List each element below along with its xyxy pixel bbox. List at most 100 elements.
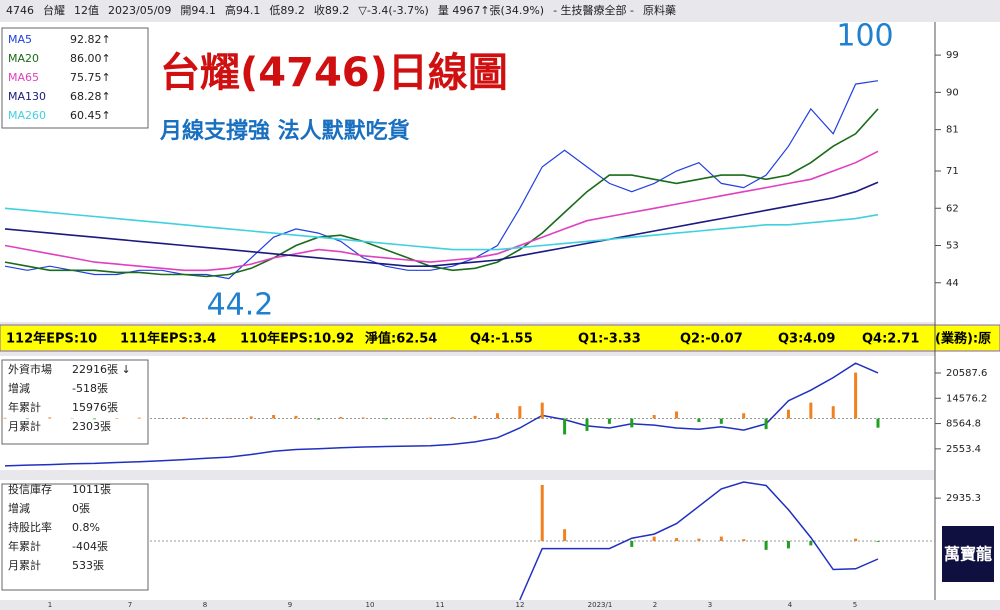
bar	[719, 536, 723, 541]
bar	[272, 415, 276, 419]
eps-bar	[0, 324, 1000, 352]
legend-name: MA65	[8, 71, 39, 84]
x-tick-label: 10	[366, 601, 375, 609]
x-tick-label: 9	[288, 601, 292, 609]
bar	[697, 538, 701, 541]
legend-name: 增減	[8, 501, 30, 515]
logo: 萬寶龍	[944, 545, 992, 564]
legend-value: 22916張 ↓	[72, 363, 131, 376]
series-line	[4, 108, 879, 278]
eps-item: Q2:-0.07	[680, 332, 743, 347]
bar	[540, 402, 544, 419]
bar	[3, 417, 7, 419]
legend-value: 1011張	[72, 483, 111, 496]
chart-subtitle: 月線支撐強 法人默默吃貨	[159, 118, 410, 144]
bar	[876, 541, 880, 542]
bar	[585, 418, 589, 431]
bar	[607, 418, 611, 424]
bar	[719, 418, 723, 424]
bar	[182, 417, 186, 419]
header-item: 低89.2	[269, 4, 305, 17]
eps-item: (業務):原	[935, 331, 991, 347]
bar	[93, 418, 97, 420]
header-item: ▽-3.4(-3.7%)	[358, 4, 428, 17]
eps-item: Q1:-3.33	[578, 332, 641, 347]
x-tick-label: 4	[788, 601, 793, 609]
x-tick-label: 5	[853, 601, 857, 609]
legend-name: 持股比率	[8, 520, 52, 534]
legend-name: 月累計	[8, 558, 41, 572]
legend-value: -404張	[72, 540, 108, 553]
bar	[227, 418, 231, 419]
series-line	[4, 207, 879, 251]
x-tick-label: 7	[128, 601, 132, 609]
bar	[204, 417, 208, 419]
trust-legend-box	[1, 483, 149, 591]
bar	[630, 418, 634, 428]
x-tick-label: 11	[436, 601, 445, 609]
bar	[249, 416, 253, 419]
ma-legend-box	[1, 27, 149, 129]
bar	[675, 411, 679, 419]
y-tick-label: 14576.2	[946, 393, 987, 404]
legend-name: MA260	[8, 109, 46, 122]
bar	[316, 418, 320, 420]
bar	[854, 538, 858, 541]
header-item: 原料藥	[643, 3, 676, 17]
legend-value: 15976張	[72, 401, 118, 414]
legend-name: 年累計	[8, 539, 41, 553]
bar	[294, 415, 298, 419]
bar	[742, 413, 746, 419]
bar	[697, 418, 701, 423]
y-tick-label: 20587.6	[946, 368, 987, 379]
legend-name: 增減	[8, 381, 30, 395]
legend-name: 年累計	[8, 400, 41, 414]
header-item: - 生技醫療全部 -	[553, 3, 634, 17]
bar	[384, 418, 388, 420]
bar	[809, 541, 813, 546]
series-line	[4, 362, 879, 467]
header-item: 4746	[6, 4, 34, 17]
x-tick-label: 1	[48, 601, 52, 609]
bar	[495, 413, 499, 419]
y-tick-label: 81	[946, 125, 959, 136]
bar	[876, 418, 880, 428]
bar	[675, 538, 679, 541]
legend-value: 60.45↑	[70, 109, 111, 122]
series-line	[4, 150, 879, 272]
header-item: 量 4967↑張(34.9%)	[438, 4, 544, 17]
y-tick-label: 90	[946, 87, 959, 98]
legend-name: 外資市場	[8, 362, 52, 376]
bar	[540, 484, 544, 541]
y-tick-label: 99	[946, 50, 959, 61]
series-line	[519, 481, 879, 601]
header-item: 12值	[74, 4, 99, 17]
eps-item: Q4:2.71	[862, 332, 919, 347]
foreign-legend-box	[1, 359, 149, 445]
y-tick-label: 53	[946, 241, 959, 252]
bar	[786, 541, 790, 549]
bar	[137, 417, 141, 419]
bar	[339, 416, 343, 419]
eps-item: 112年EPS:10	[6, 331, 97, 347]
bar	[361, 417, 365, 419]
bar	[630, 541, 634, 547]
x-tick-label: 3	[708, 601, 712, 609]
legend-name: MA130	[8, 90, 46, 103]
bar	[115, 418, 119, 419]
legend-value: 75.75↑	[70, 71, 111, 84]
y-tick-label: 71	[946, 166, 959, 177]
eps-item: 淨值:62.54	[365, 331, 437, 347]
eps-item: 111年EPS:3.4	[120, 331, 216, 347]
legend-value: 92.82↑	[70, 33, 111, 46]
legend-value: 86.00↑	[70, 52, 111, 65]
legend-name: 月累計	[8, 419, 41, 433]
legend-name: MA5	[8, 33, 32, 46]
bar	[518, 406, 522, 419]
bar	[451, 417, 455, 419]
x-tick-label: 2	[653, 601, 657, 609]
bar	[831, 406, 835, 419]
legend-name: MA20	[8, 52, 39, 65]
y-tick-label: 62	[946, 203, 959, 214]
